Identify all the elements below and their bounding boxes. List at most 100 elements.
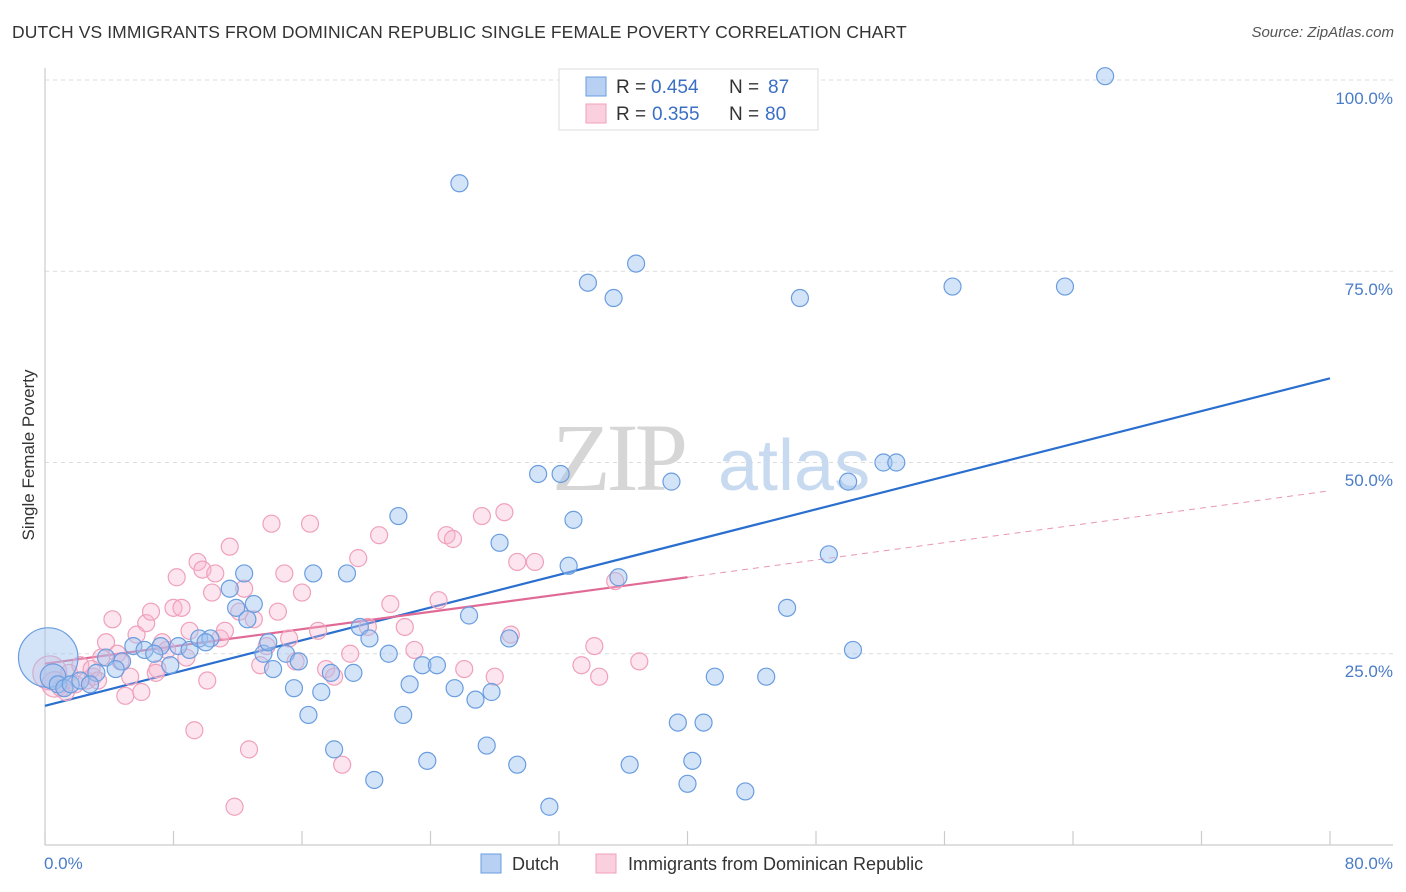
y-tick-100: 100.0% bbox=[1335, 89, 1393, 108]
bottom-legend-dominican: Immigrants from Dominican Republic bbox=[628, 854, 923, 874]
chart-title: DUTCH VS IMMIGRANTS FROM DOMINICAN REPUB… bbox=[12, 22, 907, 42]
dutch-trend-line bbox=[44, 377, 1331, 707]
dominican-point bbox=[185, 721, 204, 740]
dutch-point bbox=[71, 671, 90, 690]
dominican-point bbox=[235, 579, 254, 598]
dutch-point bbox=[790, 288, 810, 308]
dominican-point bbox=[215, 621, 234, 640]
bottom-legend-dutch: Dutch bbox=[512, 854, 559, 874]
dutch-point bbox=[244, 594, 263, 614]
dutch-point bbox=[529, 464, 548, 484]
dominican-point bbox=[333, 755, 352, 774]
dutch-point bbox=[299, 705, 318, 725]
dutch-point bbox=[482, 682, 501, 702]
dutch-point bbox=[394, 705, 413, 725]
dutch-point bbox=[508, 755, 527, 774]
legend-dutch-n-value: 87 bbox=[768, 77, 789, 98]
x-tick-max: 80.0% bbox=[1345, 854, 1393, 873]
dutch-point bbox=[389, 506, 408, 526]
dutch-point bbox=[220, 579, 239, 598]
dutch-point bbox=[263, 659, 283, 679]
dominican-point bbox=[146, 663, 165, 682]
dominican-point bbox=[308, 621, 328, 640]
dutch-point bbox=[400, 675, 419, 694]
dutch-point bbox=[490, 533, 509, 552]
dutch-point bbox=[620, 755, 639, 774]
dutch-point bbox=[819, 545, 838, 564]
dominican-point bbox=[96, 633, 116, 652]
dominican-point bbox=[121, 667, 140, 686]
dutch-point bbox=[238, 610, 257, 629]
dominican-point bbox=[443, 529, 463, 549]
dutch-point bbox=[365, 770, 384, 790]
dominican-point bbox=[202, 583, 222, 602]
dutch-point bbox=[235, 564, 254, 583]
dominican-point bbox=[349, 549, 368, 568]
dominican-point bbox=[495, 503, 514, 522]
legend-dutch-n-label: N = bbox=[729, 77, 759, 98]
dominican-point bbox=[370, 526, 389, 545]
dominican-point bbox=[103, 610, 122, 629]
dominican-point bbox=[198, 671, 217, 690]
dutch-point bbox=[325, 740, 344, 759]
dutch-point bbox=[379, 644, 398, 663]
dutch-point bbox=[887, 453, 906, 472]
dominican-point bbox=[472, 506, 491, 526]
dutch-point bbox=[500, 629, 519, 648]
dutch-point bbox=[564, 510, 583, 529]
dutch-point bbox=[683, 751, 702, 770]
bottom-swatch-dutch bbox=[480, 853, 502, 874]
watermark-zip: ZIP bbox=[552, 404, 685, 511]
dutch-point bbox=[943, 277, 962, 296]
dutch-point bbox=[145, 644, 164, 663]
dominican-trend-extension bbox=[687, 490, 1331, 578]
dutch-point bbox=[80, 675, 100, 694]
dominican-point bbox=[485, 667, 504, 686]
dutch-point bbox=[312, 682, 331, 702]
dominican-point bbox=[455, 659, 474, 679]
source-label: Source: ZipAtlas.com bbox=[1251, 24, 1394, 41]
dutch-point bbox=[289, 652, 308, 671]
dominican-point bbox=[180, 621, 199, 640]
dutch-point bbox=[169, 636, 188, 656]
dominican-point bbox=[395, 617, 414, 637]
dutch-point bbox=[106, 659, 125, 679]
dominican-point bbox=[300, 514, 320, 533]
watermark-atlas: atlas bbox=[718, 426, 870, 506]
dominican-point bbox=[630, 652, 649, 671]
dutch-point bbox=[161, 656, 180, 675]
dutch-point bbox=[344, 663, 363, 682]
dominican-trend-line bbox=[44, 576, 688, 665]
dutch-point bbox=[360, 629, 379, 648]
dutch-point bbox=[777, 598, 797, 617]
dutch-point bbox=[321, 663, 341, 682]
dutch-point bbox=[227, 598, 246, 617]
dominican-point bbox=[381, 594, 400, 614]
legend-dominican-n-label: N = bbox=[729, 104, 759, 125]
correlation-legend: R = 0.454 N = 87 R = 0.355 N = 80 bbox=[558, 68, 819, 131]
dutch-point bbox=[626, 254, 646, 273]
dominican-point bbox=[508, 552, 527, 572]
dutch-point bbox=[874, 453, 893, 472]
dutch-point bbox=[337, 564, 357, 583]
dutch-point bbox=[459, 606, 479, 625]
dominican-point bbox=[590, 667, 609, 686]
legend-dominican-r-label: R = bbox=[616, 104, 646, 125]
dominican-point bbox=[116, 686, 135, 705]
dutch-point bbox=[259, 633, 278, 652]
dominican-point bbox=[429, 591, 448, 610]
dominican-point bbox=[405, 640, 424, 660]
dominican-point bbox=[225, 797, 244, 816]
dutch-point bbox=[445, 679, 464, 698]
dominican-point bbox=[244, 610, 263, 629]
dutch-point bbox=[843, 640, 863, 660]
legend-dutch-r-value: 0.454 bbox=[651, 77, 699, 98]
dutch-points bbox=[17, 67, 1115, 816]
dominican-point bbox=[141, 602, 161, 621]
dominican-point bbox=[239, 740, 259, 759]
dominican-point bbox=[341, 644, 360, 663]
dutch-point bbox=[124, 636, 143, 656]
dutch-point bbox=[559, 556, 578, 575]
dutch-point bbox=[284, 679, 304, 698]
